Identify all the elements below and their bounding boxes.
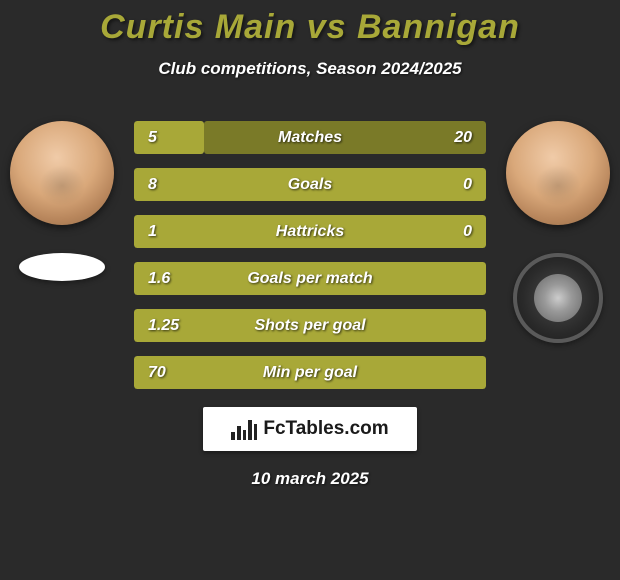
stat-bar: 1.6 Goals per match <box>134 262 486 295</box>
stat-bar: 1 0 Hattricks <box>134 215 486 248</box>
stat-value-right: 0 <box>463 176 472 194</box>
stat-bar: 5 20 Matches <box>134 121 486 154</box>
date-text: 10 march 2025 <box>0 469 620 489</box>
right-player-col <box>504 121 612 343</box>
branding-bar <box>237 426 241 440</box>
stat-value-right: 0 <box>463 223 472 241</box>
left-player-col <box>8 121 116 281</box>
stat-value-left: 5 <box>148 129 157 147</box>
club-logo-right <box>513 253 603 343</box>
branding-text: FcTables.com <box>263 418 388 440</box>
stat-value-left: 8 <box>148 176 157 194</box>
stat-label: Shots per goal <box>254 317 365 335</box>
bar-fill-left <box>134 121 204 154</box>
comparison-card: Curtis Main vs Bannigan Club competition… <box>0 0 620 489</box>
stat-bar: 1.25 Shots per goal <box>134 309 486 342</box>
stat-bar: 8 0 Goals <box>134 168 486 201</box>
stat-value-right: 20 <box>454 129 472 147</box>
player-avatar-left <box>10 121 114 225</box>
player-avatar-right <box>506 121 610 225</box>
stat-label: Goals <box>288 176 332 194</box>
club-logo-left <box>19 253 105 281</box>
stat-value-left: 1 <box>148 223 157 241</box>
branding-bar <box>243 430 247 440</box>
stat-value-left: 70 <box>148 364 166 382</box>
stat-value-left: 1.25 <box>148 317 179 335</box>
stat-bar: 70 Min per goal <box>134 356 486 389</box>
stats-column: 5 20 Matches 8 0 Goals 1 0 Hattricks 1.6 Goals per… <box>134 121 486 389</box>
stat-value-left: 1.6 <box>148 270 170 288</box>
main-row: 5 20 Matches 8 0 Goals 1 0 Hattricks 1.6 Goals per… <box>0 121 620 389</box>
page-title: Curtis Main vs Bannigan <box>0 8 620 47</box>
stat-label: Min per goal <box>263 364 357 382</box>
stat-label: Goals per match <box>247 270 372 288</box>
stat-label: Matches <box>278 129 342 147</box>
chart-icon <box>231 418 257 440</box>
branding-badge: FcTables.com <box>203 407 417 451</box>
bar-fill-right <box>204 121 486 154</box>
branding-bar <box>231 432 235 440</box>
stat-label: Hattricks <box>276 223 344 241</box>
subtitle: Club competitions, Season 2024/2025 <box>0 59 620 79</box>
branding-bar <box>254 424 258 440</box>
branding-bar <box>248 420 252 440</box>
